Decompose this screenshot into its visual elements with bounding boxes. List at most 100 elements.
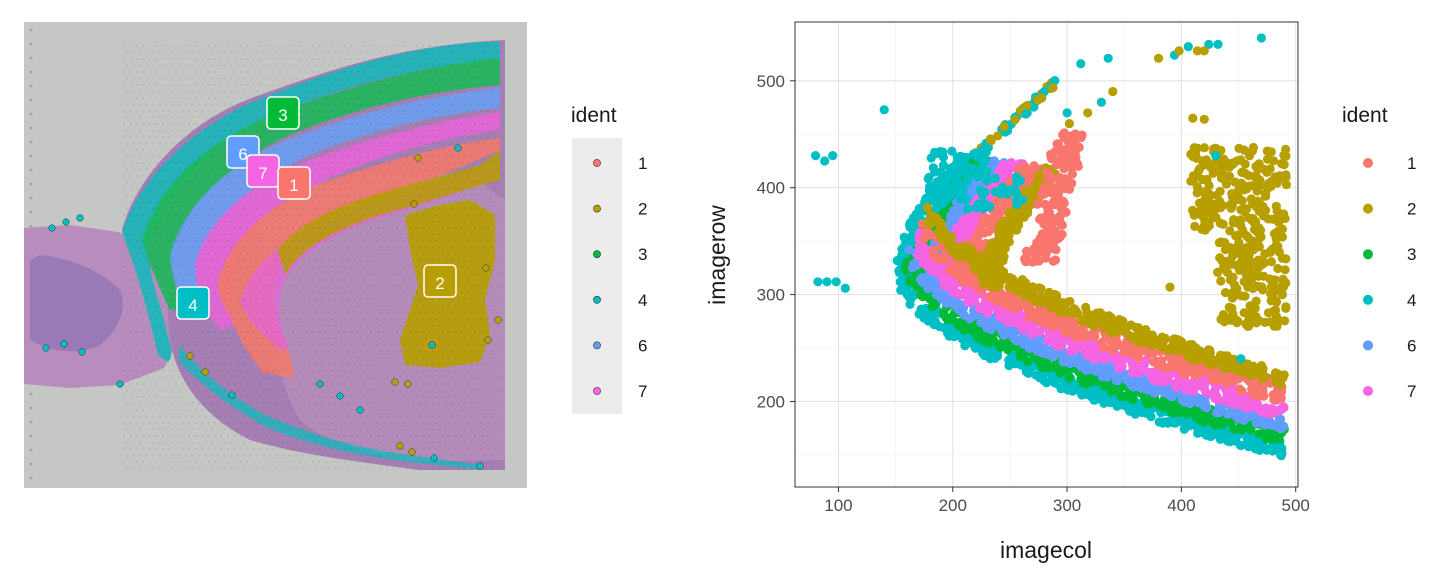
spot-texture-dot	[496, 181, 499, 184]
spot-texture-dot	[142, 369, 145, 373]
left-legend-key-6	[593, 341, 601, 350]
spot-texture-dot	[122, 447, 126, 451]
spot-texture-dot	[122, 83, 126, 87]
spot-texture-dot	[210, 324, 213, 327]
spot-texture-dot	[152, 428, 155, 431]
spot-texture-dot	[265, 70, 269, 74]
spot-texture-dot	[233, 408, 236, 412]
spot-texture-dot	[438, 389, 441, 392]
spot-texture-dot	[213, 278, 217, 282]
spot-texture-dot	[321, 285, 324, 288]
spot-texture-dot	[350, 213, 353, 217]
spot-texture-dot	[369, 408, 373, 412]
spot-texture-dot	[142, 122, 145, 126]
spot-texture-dot	[467, 252, 470, 256]
spot-texture-dot	[262, 103, 265, 106]
spot-texture-dot	[285, 382, 288, 386]
spot-texture-dot	[314, 116, 317, 119]
spot-texture-dot	[197, 90, 200, 93]
spot-texture-dot	[285, 161, 288, 165]
spot-texture-dot	[392, 467, 395, 470]
spot-texture-dot	[197, 207, 200, 210]
spot-texture-dot	[249, 116, 252, 119]
spot-texture-dot	[165, 285, 168, 288]
spot-texture-dot	[366, 415, 369, 418]
spot-texture-dot	[438, 350, 441, 353]
spot-texture-dot	[197, 467, 200, 470]
spot-texture-dot	[412, 77, 415, 80]
spot-texture-dot	[353, 77, 356, 80]
spot-texture-dot	[444, 220, 447, 223]
spot-texture-dot	[239, 304, 243, 308]
spot-texture-dot	[376, 278, 379, 282]
spot-texture-dot	[444, 194, 447, 197]
spot-texture-dot	[402, 213, 405, 217]
spot-texture-dot	[239, 421, 243, 425]
spot-texture-dot	[428, 395, 431, 399]
spot-texture-dot	[480, 460, 483, 464]
spot-texture-dot	[360, 259, 363, 262]
spot-texture-dot	[217, 311, 220, 314]
spot-texture-dot	[168, 304, 171, 308]
spot-texture-dot	[330, 135, 334, 139]
spot-texture-dot	[246, 330, 249, 334]
spot-texture-dot	[334, 311, 337, 314]
spot-texture-dot	[194, 148, 197, 152]
spot-texture-dot	[148, 382, 152, 386]
spot-texture-dot	[259, 122, 262, 126]
spot-texture-dot	[421, 96, 425, 100]
spot-texture-dot	[220, 187, 223, 191]
spot-texture-dot	[321, 402, 324, 405]
spot-texture-dot	[259, 343, 262, 347]
spot-texture-dot	[353, 64, 356, 67]
spot-texture-dot	[265, 395, 269, 399]
spot-texture-dot	[161, 239, 165, 243]
spot-texture-dot	[324, 135, 327, 139]
spot-texture-dot	[386, 77, 389, 80]
spot-texture-dot	[343, 161, 347, 165]
spot-texture-dot	[181, 70, 184, 74]
spot-texture-dot	[421, 161, 425, 165]
spot-texture-dot	[252, 343, 256, 347]
spot-texture-dot	[223, 389, 226, 392]
spot-texture-dot	[373, 285, 376, 288]
spot-texture-dot	[239, 408, 243, 412]
spot-texture-dot	[434, 174, 438, 178]
spot-texture-dot	[187, 226, 191, 230]
spot-texture-dot	[405, 64, 408, 67]
spot-texture-dot	[340, 51, 343, 54]
spot-texture-dot	[493, 330, 496, 334]
spot-texture-dot	[460, 252, 464, 256]
spot-texture-dot	[187, 83, 191, 87]
spot-texture-dot	[278, 304, 282, 308]
spot-texture-dot	[324, 278, 327, 282]
spot-texture-dot	[321, 389, 324, 392]
spot-texture-dot	[334, 220, 337, 223]
scatter-point-4	[976, 343, 987, 353]
spot-texture-dot	[178, 233, 181, 236]
spot-texture-dot	[191, 389, 194, 392]
spot-texture-dot	[291, 369, 295, 373]
spot-texture-dot	[145, 129, 148, 132]
spot-texture-dot	[187, 239, 191, 243]
spot-texture-dot	[265, 434, 269, 438]
spot-texture-dot	[139, 64, 142, 67]
spot-texture-dot	[473, 187, 477, 191]
spot-texture-dot	[356, 174, 360, 178]
spot-texture-dot	[457, 220, 460, 223]
spot-texture-dot	[262, 194, 265, 197]
spot-texture-dot	[194, 460, 197, 464]
spot-texture-dot	[340, 168, 343, 171]
spot-texture-dot	[210, 233, 213, 236]
spot-texture-dot	[382, 304, 386, 308]
spot-texture-dot	[275, 402, 278, 405]
spot-texture-dot	[132, 324, 135, 327]
spot-texture-dot	[178, 207, 181, 210]
spot-texture-dot	[301, 402, 304, 405]
spot-texture-dot	[431, 350, 434, 353]
spot-texture-dot	[337, 135, 340, 139]
spot-texture-dot	[389, 122, 392, 126]
spot-texture-dot	[490, 77, 493, 80]
spot-texture-dot	[337, 291, 340, 295]
spot-texture-dot	[373, 233, 376, 236]
